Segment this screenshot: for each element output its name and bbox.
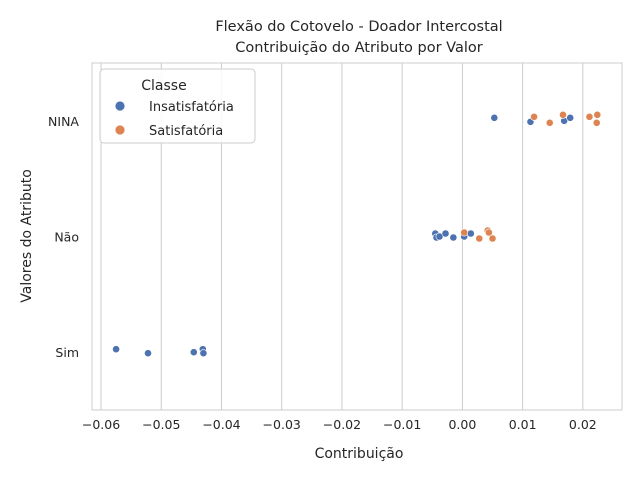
x-axis-label: Contribuição [315,446,404,462]
data-point-insatisfatoria [189,348,198,357]
legend-marker-satisfatoria [114,124,126,136]
x-tick-label: −0.02 [323,417,361,432]
y-tick-label: Não [54,230,79,245]
x-tick-label: 0.01 [509,417,537,432]
legend-frame [99,68,256,144]
data-point-insatisfatoria [466,229,475,238]
y-axis-ticks: NINA Não Sim [48,114,79,360]
data-point-satisfatoria [592,118,601,127]
x-tick-label: 0.02 [569,417,597,432]
data-point-insatisfatoria [199,349,208,358]
data-point-satisfatoria [530,112,538,121]
data-point-satisfatoria [484,228,493,237]
data-point-satisfatoria [585,112,594,121]
data-point-insatisfatoria [144,349,152,358]
data-point-satisfatoria [559,110,567,119]
legend-title: Classe [141,78,186,94]
y-axis-label: Valores do Atributo [19,169,35,303]
x-axis-ticks: −0.06 −0.05 −0.04 −0.03 −0.02 −0.01 0.00 0.01 0.… [82,417,597,432]
chart-title-line-2: Contribuição do Atributo por Valor [235,40,482,56]
x-tick-label: −0.01 [383,417,421,432]
data-point-satisfatoria [460,228,469,237]
legend-label-insatisfatoria: Insatisfatória [149,100,234,115]
x-tick-label: −0.05 [142,417,180,432]
x-tick-label: −0.04 [202,417,240,432]
chart-title-line-1: Flexão do Cotovelo - Doador Intercostal [215,19,502,35]
legend-marker-insatisfatoria [114,100,126,112]
legend: Classe Insatisfatória Satisfatória [99,68,256,144]
data-point-insatisfatoria [490,113,499,122]
y-tick-label: Sim [55,345,79,360]
data-point-insatisfatoria [449,233,458,242]
data-point-insatisfatoria [566,113,575,122]
data-point-insatisfatoria [112,345,120,354]
plot-frame [91,62,623,411]
y-tick-label: NINA [48,114,79,129]
x-tick-label: −0.03 [263,417,301,432]
data-point-satisfatoria [488,234,497,243]
x-tick-label: 0.00 [448,417,476,432]
data-point-satisfatoria [545,118,554,127]
data-point-satisfatoria [593,110,602,119]
data-point-satisfatoria [475,234,484,243]
x-tick-label: −0.06 [82,417,120,432]
data-points [112,110,602,358]
data-point-insatisfatoria [441,229,450,238]
legend-label-satisfatoria: Satisfatória [149,124,223,139]
